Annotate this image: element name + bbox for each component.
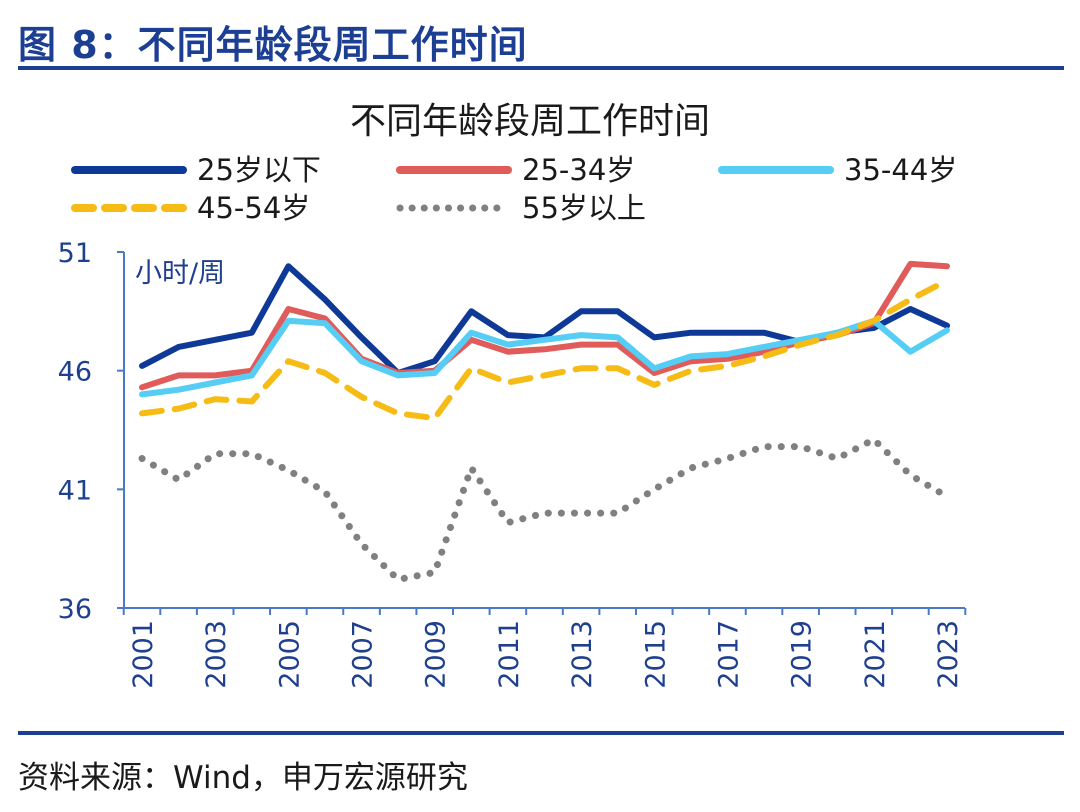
x-tick-label: 2017 <box>713 620 744 689</box>
chart-legend: 25岁以下 25-34岁 35-44岁 45-54岁 55岁以上 <box>71 153 957 225</box>
x-tick-label: 2021 <box>860 620 891 689</box>
series-line-2 <box>139 260 950 391</box>
x-tick-label: 2013 <box>567 620 598 689</box>
chart-title: 不同年龄段周工作时间 <box>350 101 710 142</box>
y-tick-label: 46 <box>58 357 92 388</box>
source-note: 资料来源：Wind，申万宏源研究 <box>18 760 468 796</box>
legend-label: 25岁以下 <box>197 153 321 187</box>
x-tick-label: 2015 <box>640 620 671 689</box>
unit-label: 小时/周 <box>135 258 225 289</box>
footer-divider <box>18 731 1064 735</box>
legend-label: 25-34岁 <box>522 153 635 187</box>
x-tick-label: 2003 <box>201 620 232 689</box>
y-tick-label: 41 <box>58 475 92 506</box>
x-axis-ticks: 2001 2003 2005 2007 2009 2011 2013 2015 2017 2019… <box>122 608 967 689</box>
y-tick-label: 51 <box>58 238 92 269</box>
title-divider <box>18 66 1064 70</box>
y-axis-ticks: 51 46 41 36 <box>58 238 124 625</box>
x-tick-label: 2005 <box>274 620 305 689</box>
series-line-4 <box>139 277 950 422</box>
x-tick-label: 2023 <box>933 620 964 689</box>
series-line-3 <box>139 317 950 398</box>
x-tick-label: 2009 <box>421 620 452 689</box>
legend-label: 55岁以上 <box>522 191 646 225</box>
legend-label: 45-54岁 <box>197 191 310 225</box>
x-tick-label: 2011 <box>494 620 525 689</box>
x-tick-label: 2001 <box>128 620 159 689</box>
figure-title: 图 8：不同年龄段周工作时间 <box>18 23 528 67</box>
series-lines <box>138 260 951 583</box>
series-line-5 <box>138 436 951 583</box>
legend-label: 35-44岁 <box>844 153 957 187</box>
x-tick-label: 2019 <box>787 620 818 689</box>
x-tick-label: 2007 <box>348 620 379 689</box>
y-tick-label: 36 <box>58 594 92 625</box>
